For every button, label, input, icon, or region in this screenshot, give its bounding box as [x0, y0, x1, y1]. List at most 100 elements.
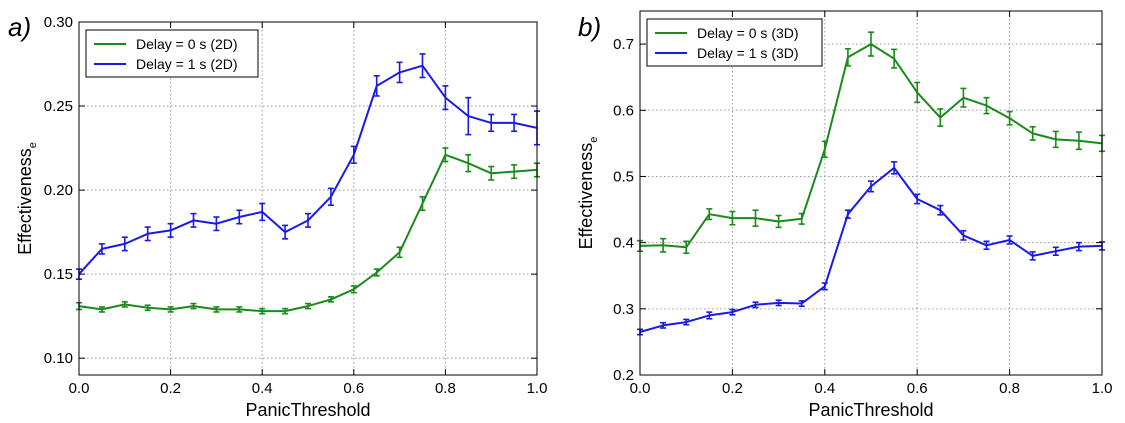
y-tick-label: 0.3	[613, 301, 634, 318]
error-bar	[98, 243, 105, 255]
error-bar	[511, 113, 518, 133]
error-bar	[213, 216, 220, 232]
error-bar	[350, 285, 357, 294]
error-bar	[891, 161, 898, 175]
error-bar	[821, 282, 828, 291]
legend: Delay = 0 s (2D) Delay = 1 s (2D)	[85, 29, 259, 78]
error-bar	[282, 224, 289, 240]
error-bar	[706, 208, 713, 221]
x-tick-label: 0.6	[907, 380, 928, 397]
error-bar	[937, 108, 944, 127]
y-tick-label: 0.15	[44, 266, 73, 283]
error-bar	[891, 48, 898, 69]
legend-label: Delay = 0 s (3D)	[697, 25, 799, 41]
y-tick-label: 0.7	[613, 36, 634, 53]
y-tick-label: 0.5	[613, 168, 634, 185]
error-bar	[729, 308, 736, 316]
error-bar	[844, 209, 851, 219]
y-tick-label: 0.10	[44, 350, 73, 367]
error-bar	[236, 209, 243, 225]
error-bar	[660, 237, 667, 253]
error-bar	[706, 311, 713, 320]
error-bar	[144, 226, 151, 242]
error-bar	[868, 31, 874, 57]
x-tick-label: 1.0	[527, 380, 548, 397]
series-line-2	[639, 166, 1103, 333]
y-tick-label: 0.4	[613, 235, 634, 252]
error-bar	[488, 113, 495, 133]
y-tick-label: 0.20	[44, 182, 73, 199]
error-bar	[419, 53, 426, 79]
error-bar	[259, 202, 266, 222]
error-bar	[821, 140, 828, 159]
panel-label: b)	[578, 12, 601, 42]
x-tick-label: 0.0	[69, 380, 90, 397]
error-bar	[511, 164, 518, 180]
y-axis-title-subscript: e	[27, 142, 39, 148]
error-bar	[396, 61, 403, 84]
error-bar	[983, 240, 990, 251]
error-bar	[190, 302, 197, 310]
y-tick-label: 0.25	[44, 98, 73, 115]
error-bar	[960, 229, 967, 241]
error-bar	[960, 87, 967, 108]
x-axis-title: PanicThreshold	[245, 400, 370, 420]
error-bar	[1052, 246, 1059, 257]
error-bar	[144, 304, 151, 312]
error-bar	[752, 301, 759, 309]
legend-label: Delay = 0 s (2D)	[136, 36, 238, 52]
error-bar	[798, 212, 805, 225]
error-bar	[327, 296, 334, 303]
legend-label: Delay = 1 s (2D)	[136, 56, 238, 72]
error-bar	[729, 210, 736, 226]
error-bar	[798, 300, 805, 307]
chart-panel-2: 0.0 0.2 0.4 0.6 0.8 1.00.20.30.40.50.60.7Pani…	[576, 10, 1113, 420]
error-bar	[98, 306, 105, 313]
error-bar	[373, 268, 380, 277]
y-axis-title: Effectivenesse	[576, 137, 600, 250]
error-bar	[868, 180, 874, 193]
y-tick-label: 0.6	[613, 102, 634, 119]
error-bar	[488, 165, 495, 181]
error-bar	[190, 212, 197, 228]
y-tick-label: 0.2	[613, 367, 634, 384]
x-tick-label: 1.0	[1092, 380, 1113, 397]
error-bar	[282, 307, 289, 315]
error-bar	[350, 145, 357, 164]
error-bar	[775, 299, 782, 307]
error-bar	[914, 81, 921, 104]
error-bar	[1006, 235, 1013, 245]
error-bar	[167, 306, 174, 313]
x-tick-label: 0.4	[814, 380, 835, 397]
error-bar	[1052, 130, 1059, 149]
y-axis-title-subscript: e	[588, 137, 600, 143]
x-tick-label: 0.8	[999, 380, 1020, 397]
error-bar	[305, 302, 311, 310]
x-axis-title: PanicThreshold	[808, 400, 933, 420]
error-bar	[442, 85, 449, 111]
error-bar	[121, 236, 128, 252]
error-bar	[660, 321, 667, 329]
plot-frame	[78, 21, 538, 376]
y-axis-title: Effectivenesse	[15, 142, 39, 255]
error-bar	[373, 74, 380, 97]
error-bar	[752, 209, 759, 227]
legend-box	[646, 18, 823, 67]
error-bar	[305, 212, 311, 228]
error-bar	[1075, 131, 1082, 151]
error-bar	[683, 318, 690, 326]
panel-label: a)	[8, 12, 31, 42]
error-bar	[121, 301, 128, 308]
error-bar	[213, 306, 220, 313]
x-tick-label: 0.2	[160, 380, 181, 397]
x-tick-label: 0.0	[630, 380, 651, 397]
error-bar	[983, 96, 990, 115]
legend: Delay = 0 s (3D) Delay = 1 s (3D)	[646, 18, 823, 67]
error-bar	[465, 153, 472, 173]
error-bar	[442, 147, 449, 163]
chart-panel-1: 0.0 0.2 0.4 0.6 0.8 1.0 0.10 0.15 0.20 0.25 0.30 Pa…	[8, 12, 547, 420]
error-bar	[465, 96, 472, 136]
error-bar	[1029, 126, 1036, 141]
error-bar	[236, 306, 243, 313]
